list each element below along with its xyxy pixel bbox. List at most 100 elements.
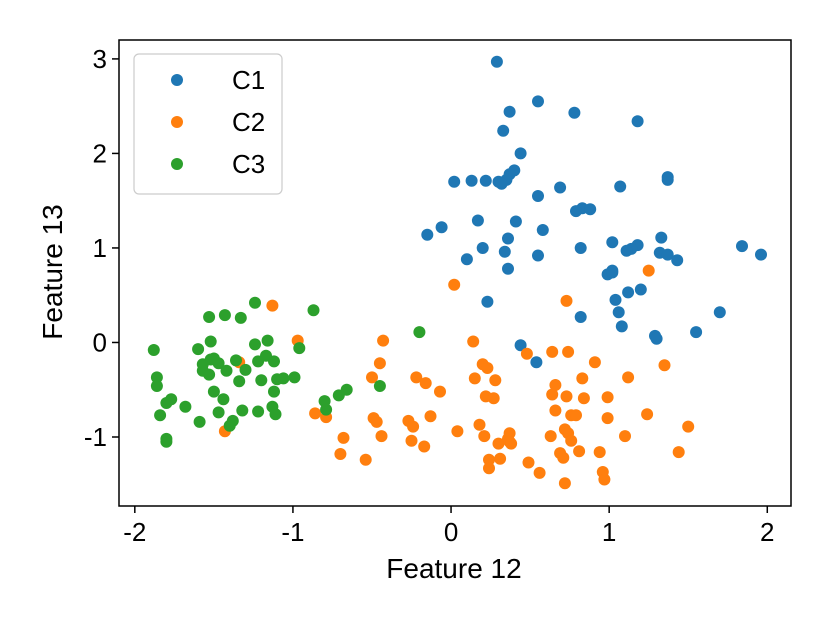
point-c1-44 [502, 262, 514, 275]
point-c3-21 [217, 393, 230, 406]
point-c2-31 [309, 407, 322, 420]
point-c1-54 [713, 306, 726, 319]
point-c2-76 [672, 446, 685, 459]
point-c2-30 [601, 391, 614, 404]
point-c3-20 [212, 357, 225, 370]
point-c3-7 [165, 393, 178, 406]
point-c1-37 [661, 248, 674, 261]
point-c3-37 [261, 334, 274, 347]
point-c2-53 [492, 437, 505, 450]
point-c2-47 [682, 420, 695, 433]
point-c3-3 [154, 409, 167, 422]
point-c3-22 [218, 309, 231, 322]
point-c1-21 [584, 203, 597, 216]
point-c2-73 [558, 477, 571, 490]
point-c3-18 [207, 385, 220, 398]
point-c2-46 [641, 408, 654, 421]
point-c1-3 [568, 106, 581, 119]
point-c2-11 [658, 359, 671, 372]
y-axis-label: Feature 13 [37, 204, 68, 339]
x-tick-label-0: -2 [123, 517, 146, 547]
point-c3-8 [179, 400, 192, 413]
point-c1-57 [650, 332, 663, 345]
point-c1-2 [503, 105, 516, 118]
point-c3-51 [373, 380, 386, 392]
point-c1-30 [606, 236, 619, 249]
plot-area-frame [118, 39, 792, 507]
point-c2-2 [266, 299, 279, 312]
y-tick-label-1: 0 [93, 327, 107, 357]
point-c1-40 [755, 248, 767, 261]
point-c1-12 [448, 175, 461, 188]
y-axis-ticks: -1 0 1 2 3 [84, 44, 119, 452]
point-c1-19 [661, 173, 674, 186]
point-c2-68 [494, 452, 507, 465]
x-tick-label-2: 0 [444, 517, 458, 547]
point-c1-17 [614, 180, 627, 193]
point-c2-49 [337, 431, 350, 444]
point-c2-16 [366, 371, 378, 384]
point-c1-16 [554, 181, 567, 194]
point-c3-16 [204, 335, 217, 348]
point-c2-38 [451, 425, 464, 438]
point-c2-51 [405, 434, 418, 447]
point-c2-45 [601, 412, 614, 425]
point-c3-14 [203, 368, 216, 381]
point-c2-44 [570, 409, 582, 422]
point-c1-1 [532, 95, 544, 108]
point-c3-40 [268, 385, 280, 398]
point-c2-63 [619, 430, 631, 443]
point-c2-62 [593, 446, 606, 459]
point-c3-6 [160, 435, 173, 448]
point-c2-50 [375, 430, 388, 443]
point-c2-64 [334, 448, 347, 460]
point-c3-0 [147, 344, 160, 356]
point-c2-17 [410, 371, 423, 384]
y-tick-label-4: 3 [93, 44, 107, 74]
point-c3-48 [320, 403, 333, 416]
point-c1-26 [421, 228, 434, 241]
point-c2-40 [478, 430, 491, 443]
point-c3-43 [277, 372, 290, 385]
point-c1-39 [736, 240, 748, 253]
point-c2-37 [424, 410, 437, 423]
point-c3-2 [150, 380, 163, 392]
point-c2-65 [359, 453, 372, 466]
point-c2-28 [560, 390, 573, 403]
point-c2-57 [544, 430, 557, 443]
point-c2-5 [377, 334, 390, 347]
point-c3-50 [340, 383, 353, 396]
point-c2-69 [522, 456, 535, 469]
point-c2-6 [467, 335, 480, 348]
point-c3-27 [233, 375, 246, 388]
point-c2-27 [546, 388, 559, 401]
point-c2-7 [520, 347, 533, 360]
x-tick-label-1: -1 [281, 517, 304, 547]
point-c3-45 [293, 342, 306, 355]
point-c1-42 [498, 245, 511, 258]
point-c3-9 [192, 343, 205, 356]
point-c2-75 [598, 473, 611, 486]
point-c3-10 [193, 415, 206, 428]
legend-marker-c3 [171, 158, 183, 170]
legend-label-c2: C2 [232, 107, 265, 137]
legend-label-c1: C1 [232, 65, 265, 95]
point-c1-51 [612, 306, 625, 319]
legend-marker-c2 [171, 116, 183, 128]
point-c2-36 [407, 420, 420, 433]
point-c1-6 [514, 147, 527, 160]
point-c1-13 [465, 174, 478, 187]
point-c1-52 [574, 311, 587, 323]
point-c3-31 [249, 296, 261, 309]
point-c2-61 [573, 445, 586, 458]
point-c3-35 [255, 374, 268, 387]
point-c3-28 [234, 311, 247, 324]
x-tick-label-3: 1 [602, 517, 616, 547]
point-c1-35 [655, 231, 668, 244]
point-c1-38 [671, 254, 684, 267]
point-c2-9 [562, 345, 575, 358]
point-c1-60 [530, 356, 543, 369]
point-c1-29 [476, 242, 489, 254]
point-c3-25 [226, 414, 239, 427]
